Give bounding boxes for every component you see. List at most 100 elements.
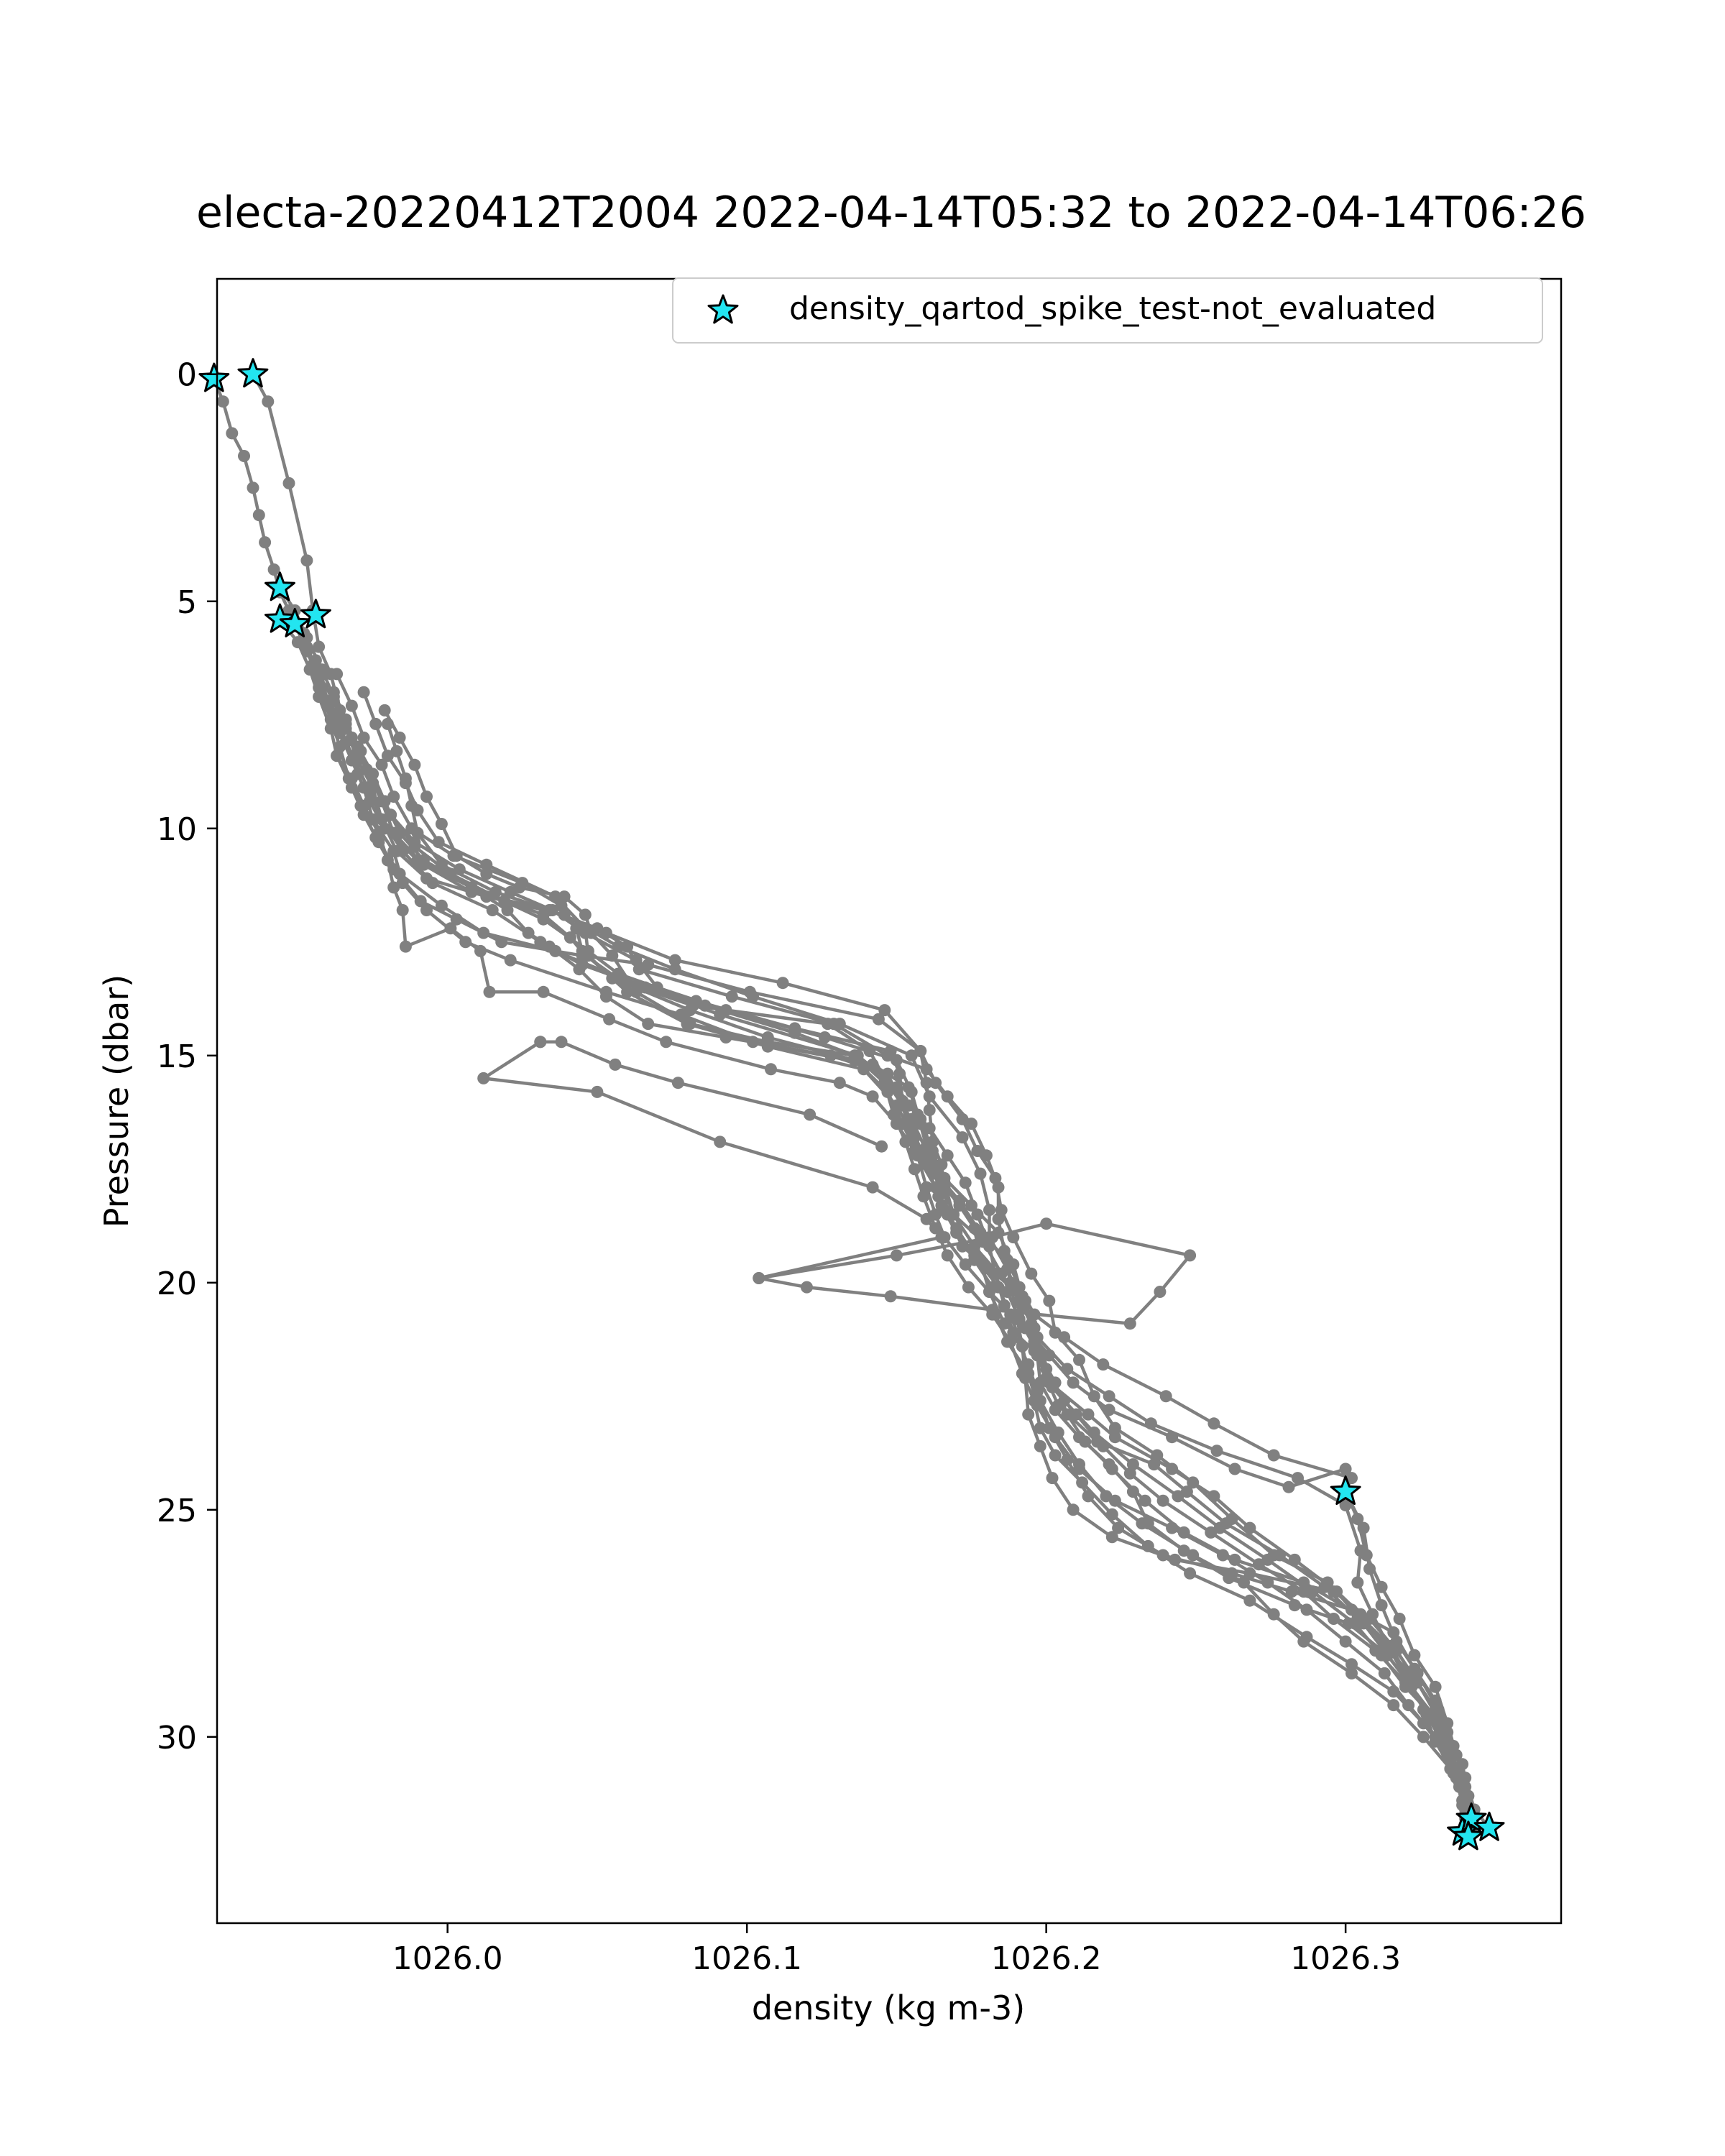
data-point	[875, 1140, 888, 1153]
data-point	[300, 554, 313, 567]
data-point	[357, 686, 370, 699]
data-point	[1408, 1649, 1421, 1662]
data-point	[1360, 1549, 1373, 1562]
data-point	[313, 663, 326, 676]
data-point	[1285, 1585, 1298, 1598]
data-point	[1328, 1613, 1340, 1625]
data-point	[570, 922, 583, 935]
data-point	[444, 922, 457, 935]
data-point	[534, 1036, 547, 1049]
data-point	[1031, 1399, 1044, 1411]
y-tick-label: 5	[177, 584, 197, 621]
data-point	[489, 885, 502, 898]
data-point	[1339, 1462, 1352, 1475]
data-point	[543, 940, 556, 953]
data-point	[372, 826, 385, 839]
data-point	[1432, 1713, 1445, 1726]
data-point	[1300, 1603, 1313, 1616]
data-point	[1025, 1317, 1038, 1330]
data-point	[603, 1013, 616, 1026]
data-point	[1082, 1408, 1095, 1421]
data-point	[1105, 1531, 1118, 1544]
data-point	[660, 1036, 673, 1049]
data-point	[1112, 1521, 1125, 1534]
data-point	[1105, 1462, 1118, 1475]
data-point	[387, 791, 400, 803]
data-point	[1417, 1731, 1430, 1743]
data-point	[1046, 1472, 1059, 1485]
data-point	[1297, 1576, 1310, 1589]
data-point	[923, 1122, 936, 1135]
data-point	[1282, 1480, 1295, 1493]
y-tick-label: 30	[157, 1720, 197, 1756]
data-point	[983, 1204, 995, 1217]
data-point	[920, 1158, 933, 1171]
x-axis-label: density (kg m-3)	[752, 1989, 1025, 2027]
data-point	[1187, 1549, 1200, 1562]
data-point	[630, 985, 643, 998]
data-point	[1136, 1517, 1149, 1530]
data-point	[1016, 1290, 1029, 1303]
data-point	[555, 1036, 568, 1049]
data-point	[1123, 1317, 1136, 1330]
data-point	[378, 704, 391, 717]
data-point	[725, 990, 738, 1003]
data-point	[941, 1149, 954, 1162]
data-point	[1138, 1494, 1151, 1507]
flagged-star-marker	[1330, 1475, 1361, 1505]
legend-star-marker	[707, 294, 739, 324]
data-point	[642, 1018, 655, 1031]
data-point	[399, 940, 412, 953]
data-point	[396, 877, 409, 890]
data-point	[905, 1049, 918, 1062]
data-point	[986, 1231, 999, 1244]
data-point	[450, 849, 463, 862]
data-point	[1097, 1358, 1110, 1371]
data-point	[890, 1118, 903, 1130]
data-point	[1243, 1521, 1256, 1534]
data-point	[1049, 1449, 1062, 1462]
data-point	[477, 926, 490, 939]
data-point	[1108, 1494, 1121, 1507]
data-point	[513, 881, 526, 894]
data-point	[1166, 1521, 1179, 1534]
data-point	[1061, 1408, 1074, 1421]
data-point	[753, 1272, 765, 1284]
data-point	[1049, 1431, 1062, 1444]
data-point	[959, 1176, 972, 1189]
data-point	[327, 686, 340, 699]
data-point	[992, 1181, 1005, 1194]
data-point	[1238, 1576, 1250, 1589]
flagged-star-marker	[237, 358, 269, 388]
data-point	[1079, 1435, 1092, 1448]
data-point	[216, 395, 229, 408]
legend-star	[707, 294, 739, 324]
data-point	[1402, 1672, 1415, 1685]
data-point	[920, 1212, 933, 1225]
data-point	[1267, 1449, 1280, 1462]
data-point	[1184, 1567, 1197, 1580]
data-point	[1184, 1249, 1197, 1262]
y-tick-label: 10	[157, 811, 197, 848]
data-point	[884, 1290, 897, 1303]
data-point	[1108, 1422, 1121, 1434]
data-point	[1351, 1576, 1364, 1589]
x-tick-label: 1026.2	[991, 1940, 1102, 1977]
data-point	[483, 985, 496, 998]
data-point	[1043, 1349, 1056, 1362]
flagged-star-marker	[264, 603, 295, 633]
data-point	[776, 977, 789, 990]
data-point	[1022, 1367, 1035, 1380]
data-point	[1073, 1462, 1085, 1475]
data-point	[1159, 1390, 1172, 1403]
data-point	[390, 844, 403, 857]
data-point	[1073, 1353, 1085, 1366]
data-point	[905, 1131, 918, 1144]
data-point	[387, 881, 400, 894]
data-point	[974, 1167, 987, 1180]
data-point	[905, 1085, 918, 1098]
data-point	[621, 940, 634, 953]
data-point	[632, 963, 645, 976]
data-point	[357, 799, 370, 812]
data-point	[881, 1049, 894, 1062]
